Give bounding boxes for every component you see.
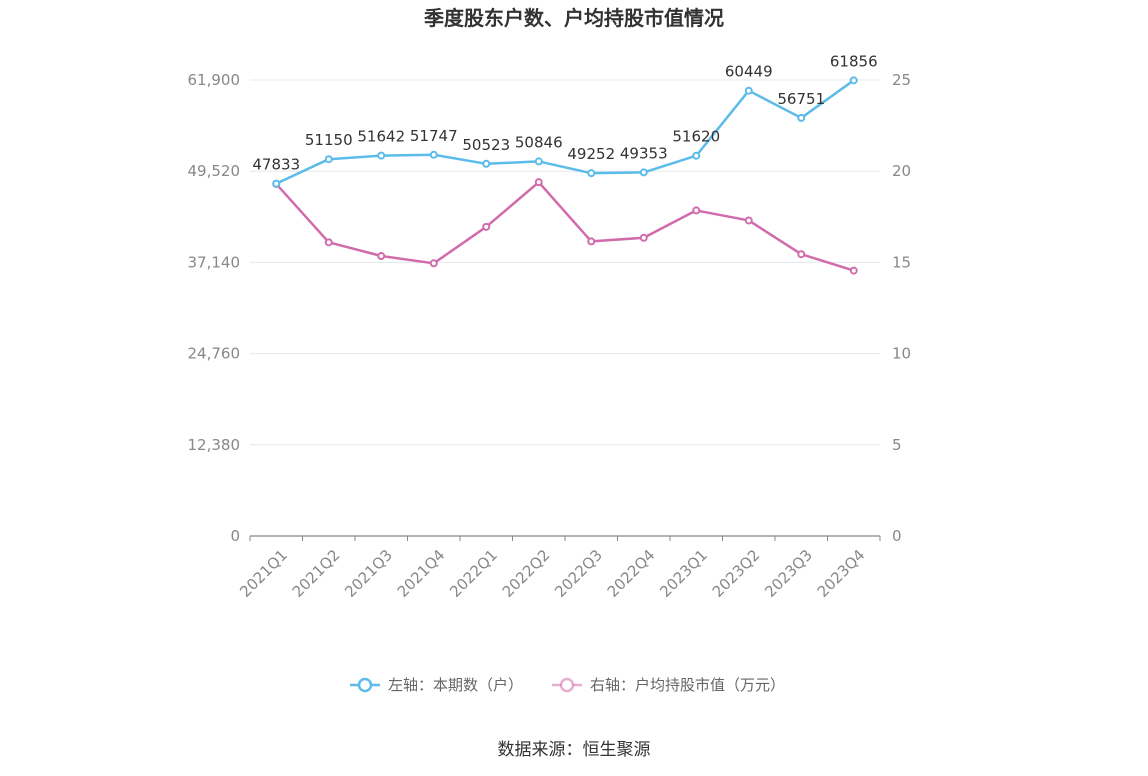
left-tick-label: 37,140 bbox=[188, 253, 241, 271]
data-label: 56751 bbox=[777, 90, 825, 108]
legend-label: 左轴：本期数（户） bbox=[388, 676, 523, 694]
data-point[interactable] bbox=[429, 150, 438, 159]
x-tick-label: 2022Q1 bbox=[446, 546, 501, 601]
right-tick-label: 20 bbox=[892, 162, 911, 180]
legend-swatch-marker bbox=[357, 677, 373, 693]
data-point[interactable] bbox=[692, 206, 701, 215]
data-point[interactable] bbox=[377, 151, 386, 160]
x-tick-label: 2023Q3 bbox=[761, 546, 816, 601]
x-tick-label: 2022Q2 bbox=[499, 546, 554, 601]
data-point[interactable] bbox=[377, 252, 386, 261]
right-axis: 0 5 10 15 20 25 bbox=[892, 71, 911, 545]
data-label: 51150 bbox=[305, 131, 353, 149]
legend-item[interactable]: 右轴：户均持股市值（万元） bbox=[552, 676, 785, 694]
chart-title: 季度股东户数、户均持股市值情况 bbox=[423, 6, 724, 30]
data-point[interactable] bbox=[587, 169, 596, 178]
data-point[interactable] bbox=[639, 233, 648, 242]
right-tick-label: 5 bbox=[892, 436, 902, 454]
data-point[interactable] bbox=[744, 86, 753, 95]
data-label: 51642 bbox=[357, 128, 405, 146]
x-tick-label: 2021Q1 bbox=[236, 546, 291, 601]
data-point[interactable] bbox=[797, 250, 806, 259]
data-label: 50523 bbox=[462, 136, 510, 154]
data-point[interactable] bbox=[534, 178, 543, 187]
x-tick-label: 2021Q3 bbox=[341, 546, 396, 601]
data-label: 60449 bbox=[725, 63, 773, 81]
x-tick-label: 2021Q2 bbox=[289, 546, 344, 601]
data-label: 50846 bbox=[515, 133, 563, 151]
x-tick-label: 2022Q4 bbox=[604, 546, 659, 601]
x-axis: 2021Q12021Q22021Q32021Q42022Q12022Q22022… bbox=[236, 535, 881, 601]
data-point[interactable] bbox=[692, 151, 701, 160]
data-point[interactable] bbox=[797, 113, 806, 122]
left-tick-label: 49,520 bbox=[188, 162, 241, 180]
grid-lines bbox=[250, 79, 880, 446]
legend-item[interactable]: 左轴：本期数（户） bbox=[350, 676, 523, 694]
data-label: 49252 bbox=[567, 145, 615, 163]
left-tick-label: 24,760 bbox=[188, 345, 241, 363]
data-point[interactable] bbox=[639, 168, 648, 177]
left-axis: 0 12,380 24,760 37,140 49,520 61,900 bbox=[188, 71, 241, 545]
x-tick-label: 2023Q1 bbox=[656, 546, 711, 601]
data-label: 61856 bbox=[830, 52, 878, 70]
data-source-note: 数据来源：恒生聚源 bbox=[498, 740, 651, 760]
data-point[interactable] bbox=[429, 259, 438, 268]
right-tick-label: 0 bbox=[892, 527, 902, 545]
data-point[interactable] bbox=[324, 238, 333, 247]
left-tick-label: 12,380 bbox=[188, 436, 241, 454]
series-line bbox=[275, 79, 855, 185]
data-label: 51747 bbox=[410, 127, 458, 145]
data-point[interactable] bbox=[849, 266, 858, 275]
data-point[interactable] bbox=[534, 157, 543, 166]
data-point[interactable] bbox=[744, 216, 753, 225]
legend-label: 右轴：户均持股市值（万元） bbox=[590, 676, 785, 694]
data-point[interactable] bbox=[324, 155, 333, 164]
right-tick-label: 25 bbox=[892, 71, 911, 89]
data-label: 49353 bbox=[620, 144, 668, 162]
left-tick-label: 61,900 bbox=[188, 71, 241, 89]
right-tick-label: 15 bbox=[892, 253, 911, 271]
series-line bbox=[275, 180, 855, 272]
data-point[interactable] bbox=[587, 237, 596, 246]
data-point[interactable] bbox=[849, 76, 858, 85]
legend[interactable]: 左轴：本期数（户） 右轴：户均持股市值（万元） bbox=[350, 676, 785, 694]
left-tick-label: 0 bbox=[230, 527, 240, 545]
data-point[interactable] bbox=[272, 179, 281, 188]
x-tick-label: 2021Q4 bbox=[394, 546, 449, 601]
series-right bbox=[272, 178, 858, 275]
legend-swatch-marker bbox=[559, 677, 575, 693]
right-tick-label: 10 bbox=[892, 345, 911, 363]
data-point[interactable] bbox=[482, 222, 491, 231]
x-tick-label: 2022Q3 bbox=[551, 546, 606, 601]
data-point[interactable] bbox=[482, 159, 491, 168]
x-tick-label: 2023Q2 bbox=[709, 546, 764, 601]
data-label: 47833 bbox=[252, 156, 300, 174]
x-tick-label: 2023Q4 bbox=[814, 546, 869, 601]
data-label: 51620 bbox=[672, 128, 720, 146]
